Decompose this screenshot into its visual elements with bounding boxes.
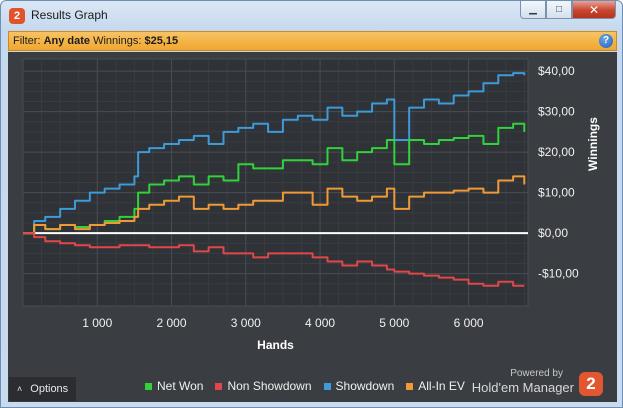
window-title: Results Graph xyxy=(31,8,108,22)
legend-swatch xyxy=(215,382,223,390)
x-axis-title: Hands xyxy=(257,338,294,352)
maximize-button[interactable]: □ xyxy=(546,1,572,19)
y-axis-title: Winnings xyxy=(586,117,600,171)
y-tick-label: $20,00 xyxy=(538,145,575,159)
chart-legend: Net Won Non Showdown Showdown All-In EV xyxy=(145,377,477,395)
series-line-all-in-ev xyxy=(23,175,526,235)
winnings-label: Winnings: xyxy=(93,35,142,47)
results-chart: 1 000 2 000 3 000 4 000 5 000 6 000 -$10,00 $0,… xyxy=(22,58,600,352)
powered-by-text: Powered by xyxy=(510,368,563,379)
filter-label: Filter: xyxy=(13,35,41,47)
window-controls: ▁ □ ✕ xyxy=(520,1,616,21)
chevron-up-icon: ˄ xyxy=(17,384,23,394)
legend-item-showdown[interactable]: Showdown xyxy=(323,379,395,393)
maximize-icon: □ xyxy=(555,4,563,15)
graph-panel: 1 000 2 000 3 000 4 000 5 000 6 000 -$10,00 $0,… xyxy=(8,52,617,402)
x-tick-label: 6 000 xyxy=(454,316,484,330)
legend-item-all-in-ev[interactable]: All-In EV xyxy=(406,379,465,393)
legend-label: Net Won xyxy=(157,379,204,393)
brand-logo: 2 xyxy=(579,372,603,396)
series-line-showdown xyxy=(23,72,526,235)
minimize-button[interactable]: ▁ xyxy=(520,1,546,19)
branding: Powered by Hold'em Manager 2 xyxy=(471,368,603,398)
y-tick-label: $10,00 xyxy=(538,186,575,200)
filter-date: Any date xyxy=(43,35,91,47)
y-tick-label: $40,00 xyxy=(538,64,575,78)
winnings-value: $25,15 xyxy=(144,35,179,47)
filter-bar[interactable]: Filter: Any date Winnings: $25,15 ? xyxy=(8,31,617,51)
app-icon: 2 xyxy=(9,8,25,24)
close-icon: ✕ xyxy=(588,2,600,17)
y-tick-label: $0,00 xyxy=(538,226,568,240)
x-tick-label: 2 000 xyxy=(157,316,187,330)
title-bar[interactable]: 2 Results Graph ▁ □ ✕ xyxy=(1,1,622,31)
legend-swatch xyxy=(145,382,152,390)
close-button[interactable]: ✕ xyxy=(572,1,616,19)
help-icon[interactable]: ? xyxy=(599,34,613,48)
options-button[interactable]: ˄ Options xyxy=(9,377,76,401)
x-tick-label: 4 000 xyxy=(305,316,335,330)
legend-item-net-won[interactable]: Net Won xyxy=(145,379,203,393)
legend-swatch xyxy=(406,382,414,390)
y-tick-label: $30,00 xyxy=(538,105,575,119)
x-tick-label: 1 000 xyxy=(82,316,112,330)
series-line-non-showdown xyxy=(23,232,525,287)
x-tick-label: 3 000 xyxy=(231,316,261,330)
legend-label: Showdown xyxy=(335,379,395,393)
y-tick-label: -$10,00 xyxy=(538,267,579,281)
brand-name: Hold'em Manager xyxy=(471,380,574,395)
legend-item-non-showdown[interactable]: Non Showdown xyxy=(215,379,312,393)
legend-label: All-In EV xyxy=(418,379,465,393)
minimize-icon: ▁ xyxy=(529,4,537,15)
legend-label: Non Showdown xyxy=(227,379,312,393)
legend-swatch xyxy=(323,382,331,390)
options-label: Options xyxy=(30,383,69,395)
x-tick-label: 5 000 xyxy=(379,316,409,330)
